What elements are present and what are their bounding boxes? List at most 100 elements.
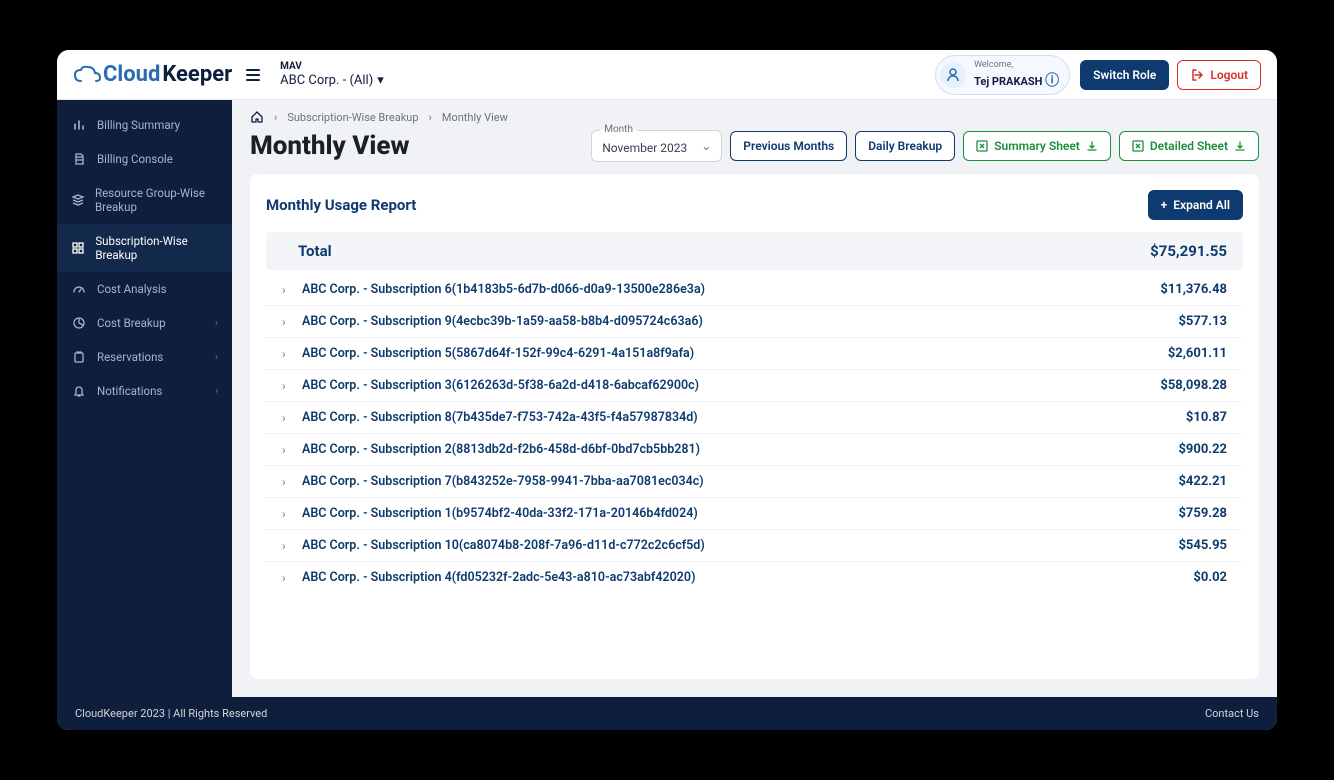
menu-toggle-icon[interactable]	[244, 66, 262, 84]
breadcrumb-a[interactable]: Subscription-Wise Breakup	[287, 111, 418, 124]
subscription-row[interactable]: ›ABC Corp. - Subscription 9(4ecbc39b-1a5…	[266, 306, 1243, 338]
topbar: CloudKeeper MAV ABC Corp. - (All) ▾ Welc…	[57, 50, 1277, 100]
user-name: Tej PRAKASH	[974, 75, 1042, 88]
page-title: Monthly View	[250, 131, 410, 161]
chevron-right-icon: ›	[282, 571, 298, 585]
doc-icon	[71, 152, 87, 166]
sidebar-item-billing-console[interactable]: Billing Console	[57, 142, 232, 176]
chevron-right-icon: ›	[215, 318, 218, 329]
detailed-sheet-button[interactable]: Detailed Sheet	[1119, 131, 1259, 161]
breadcrumb-b: Monthly View	[442, 111, 508, 124]
chevron-right-icon: ›	[215, 352, 218, 363]
subscription-row[interactable]: ›ABC Corp. - Subscription 10(ca8074b8-20…	[266, 530, 1243, 562]
month-select[interactable]: Month November 2023 ⌄	[591, 130, 722, 162]
subscription-amount: $0.02	[1193, 570, 1227, 585]
total-label: Total	[298, 242, 332, 260]
detailed-label: Detailed Sheet	[1150, 139, 1228, 153]
user-badge[interactable]: Welcome, Tej PRAKASH ⓘ	[935, 55, 1070, 95]
app-frame: CloudKeeper MAV ABC Corp. - (All) ▾ Welc…	[57, 50, 1277, 730]
subscription-amount: $900.22	[1178, 442, 1227, 457]
chevron-right-icon: ›	[274, 111, 277, 124]
subscription-row[interactable]: › ABC Corp. - Subscription 4(fd05232f-2ad…	[266, 562, 1243, 593]
logout-label: Logout	[1210, 68, 1248, 82]
welcome-label: Welcome,	[974, 60, 1059, 70]
home-icon[interactable]	[250, 110, 264, 124]
pie-icon	[71, 316, 87, 330]
total-row: Total $75,291.55	[266, 232, 1243, 270]
sidebar-item-label: Resource Group-Wise Breakup	[95, 186, 218, 214]
subscription-amount: $11,376.48	[1160, 282, 1227, 297]
chevron-right-icon: ›	[282, 347, 298, 361]
avatar-icon	[940, 62, 966, 88]
subscription-list: ›ABC Corp. - Subscription 6(1b4183b5-6d7…	[266, 274, 1243, 593]
subscription-row[interactable]: › ABC Corp. - Subscription 8(7b435de7-f75…	[266, 402, 1243, 434]
sidebar-item-cost-breakup[interactable]: Cost Breakup ›	[57, 306, 232, 340]
sidebar-item-notifications[interactable]: Notifications›	[57, 374, 232, 408]
chevron-right-icon: ›	[282, 283, 298, 297]
sidebar-item-label: Cost Breakup	[97, 316, 166, 330]
sidebar-item-resource-group-wise-breakup[interactable]: Resource Group-Wise Breakup	[57, 176, 232, 224]
subscription-amount: $10.87	[1186, 410, 1227, 425]
chevron-down-icon: ▾	[377, 73, 384, 89]
contact-link[interactable]: Contact Us	[1205, 707, 1259, 720]
sidebar-item-reservations[interactable]: Reservations ›	[57, 340, 232, 374]
subscription-row[interactable]: › ABC Corp. - Subscription 5(5867d64f-152…	[266, 338, 1243, 370]
logout-button[interactable]: Logout	[1177, 60, 1261, 90]
stack-icon	[71, 193, 85, 207]
subscription-name: ABC Corp. - Subscription 5(5867d64f-152f…	[302, 346, 694, 361]
chevron-down-icon: ⌄	[701, 139, 711, 153]
chevron-right-icon: ›	[282, 379, 298, 393]
body: Billing Summary Billing Console Resource G…	[57, 100, 1277, 697]
cloud-icon	[73, 65, 101, 85]
sidebar-item-label: Billing Summary	[97, 118, 180, 132]
subscription-amount: $577.13	[1178, 314, 1227, 329]
org-value: ABC Corp. - (All)	[280, 73, 373, 89]
chevron-right-icon: ›	[282, 411, 298, 425]
chevron-right-icon: ›	[282, 443, 298, 457]
sidebar-item-billing-summary[interactable]: Billing Summary	[57, 108, 232, 142]
bars-icon	[71, 118, 87, 132]
controls: Month November 2023 ⌄ Previous Months Da…	[591, 130, 1259, 162]
chevron-right-icon: ›	[282, 507, 298, 521]
switch-role-button[interactable]: Switch Role	[1080, 60, 1169, 90]
page-header: Monthly View Month November 2023 ⌄ Previ…	[232, 124, 1277, 174]
subscription-row[interactable]: › ABC Corp. - Subscription 1(b9574bf2-40d…	[266, 498, 1243, 530]
subscription-row[interactable]: ›ABC Corp. - Subscription 7(b843252e-795…	[266, 466, 1243, 498]
sidebar-item-label: Cost Analysis	[97, 282, 167, 296]
chevron-right-icon: ›	[282, 315, 298, 329]
subscription-amount: $2,601.11	[1168, 346, 1227, 361]
chevron-right-icon: ›	[215, 386, 218, 397]
previous-months-button[interactable]: Previous Months	[730, 131, 847, 161]
subscription-name: ABC Corp. - Subscription 4(fd05232f-2adc…	[302, 570, 695, 585]
sidebar-item-subscription-wise-breakup[interactable]: Subscription-Wise Breakup	[57, 224, 232, 272]
total-amount: $75,291.55	[1150, 242, 1227, 260]
daily-breakup-button[interactable]: Daily Breakup	[855, 131, 955, 161]
logo-text-1: Cloud	[103, 62, 160, 87]
subscription-name: ABC Corp. - Subscription 3(6126263d-5f38…	[302, 378, 699, 393]
subscription-row[interactable]: ›ABC Corp. - Subscription 2(8813db2d-f2b…	[266, 434, 1243, 466]
footer: CloudKeeper 2023 | All Rights Reserved C…	[57, 697, 1277, 730]
sidebar-item-cost-analysis[interactable]: Cost Analysis	[57, 272, 232, 306]
expand-all-button[interactable]: + Expand All	[1148, 190, 1243, 220]
subscription-amount: $759.28	[1178, 506, 1227, 521]
plus-icon: +	[1161, 198, 1168, 212]
logout-icon	[1190, 68, 1204, 82]
org-selector[interactable]: MAV ABC Corp. - (All) ▾	[280, 61, 384, 89]
breadcrumb: › Subscription-Wise Breakup › Monthly Vi…	[232, 100, 1277, 124]
grid-icon	[71, 241, 85, 255]
subscription-row[interactable]: › ABC Corp. - Subscription 3(6126263d-5f3…	[266, 370, 1243, 402]
subscription-row[interactable]: ›ABC Corp. - Subscription 6(1b4183b5-6d7…	[266, 274, 1243, 306]
sidebar-item-label: Reservations	[97, 350, 163, 364]
month-label: Month	[600, 124, 637, 135]
summary-sheet-button[interactable]: Summary Sheet	[963, 131, 1111, 161]
excel-icon	[976, 140, 988, 152]
subscription-name: ABC Corp. - Subscription 1(b9574bf2-40da…	[302, 506, 698, 521]
sidebar-item-label: Billing Console	[97, 152, 173, 166]
subscription-amount: $545.95	[1178, 538, 1227, 553]
subscription-name: ABC Corp. - Subscription 8(7b435de7-f753…	[302, 410, 698, 425]
sidebar: Billing Summary Billing Console Resource G…	[57, 100, 232, 697]
clip-icon	[71, 350, 87, 364]
subscription-amount: $422.21	[1178, 474, 1227, 489]
info-icon[interactable]: ⓘ	[1045, 73, 1059, 89]
logo[interactable]: CloudKeeper	[73, 62, 232, 87]
